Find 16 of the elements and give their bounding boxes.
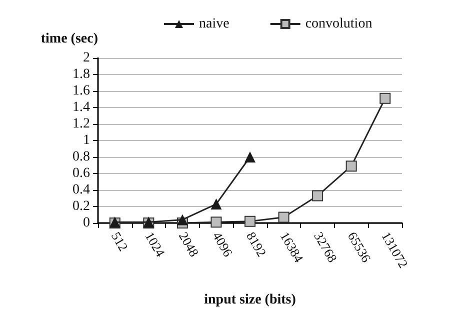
y-tick-label: 1.4 — [72, 100, 90, 115]
y-tick-label: 0 — [83, 216, 90, 230]
y-tick-label: 2 — [83, 50, 90, 66]
y-tick-label: 0.8 — [72, 150, 90, 164]
y-tick-label: 0.4 — [72, 182, 90, 198]
y-tick-label: 0.2 — [72, 199, 90, 214]
y-tick-label: 0.6 — [72, 166, 90, 181]
y-tick-label: 1.6 — [72, 84, 90, 98]
legend-label: naive — [199, 16, 230, 32]
legend-label: convolution — [305, 16, 372, 32]
x-axis-title: input size (bits) — [204, 292, 296, 308]
y-tick-label: 1.2 — [72, 116, 90, 132]
y-tick-label: 1.8 — [72, 67, 90, 82]
y-tick-label: 1 — [83, 133, 90, 148]
x-tick-label: 512 — [108, 229, 132, 254]
y-axis-title: time (sec) — [40, 32, 98, 46]
